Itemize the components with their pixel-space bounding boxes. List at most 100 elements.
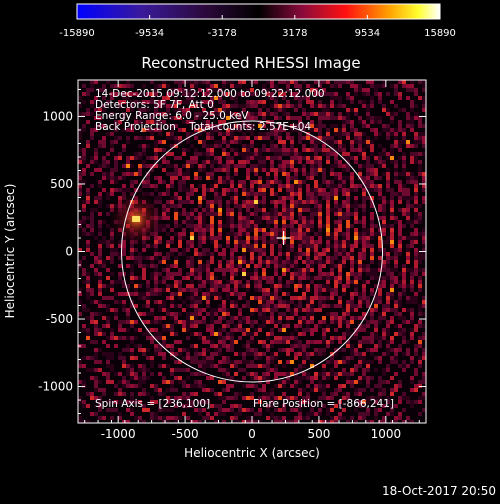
pattern-cell [82,272,86,276]
pattern-cell [202,240,206,244]
pattern-cell [362,412,366,416]
pattern-cell [178,288,182,292]
pattern-cell [258,100,262,104]
pattern-cell [390,320,394,324]
pattern-cell [338,132,342,136]
pattern-cell [214,320,218,324]
pattern-cell [410,180,414,184]
pattern-cell [170,184,174,188]
pattern-cell [178,212,182,216]
pattern-cell [406,416,410,420]
pattern-cell [174,140,178,144]
pattern-cell [186,264,190,268]
pattern-cell [362,192,366,196]
pattern-cell [110,368,114,372]
pattern-cell [174,312,178,316]
pattern-cell [314,208,318,212]
pattern-cell [242,136,246,140]
pattern-cell [234,404,238,408]
pattern-cell [170,316,174,320]
pattern-cell [98,204,102,208]
pattern-cell [342,408,346,412]
pattern-cell [266,148,270,152]
pattern-cell [318,224,322,228]
pattern-cell [174,420,178,423]
pattern-cell [370,196,374,200]
pattern-cell [322,136,326,140]
pattern-cell [90,156,94,160]
pattern-cell [406,196,410,200]
pattern-cell [234,92,238,96]
pattern-cell [206,340,210,344]
colorbar-gradient [76,3,441,20]
pattern-cell [294,304,298,308]
pattern-cell [162,380,166,384]
pattern-cell [270,104,274,108]
pattern-cell [186,240,190,244]
pattern-cell [266,232,270,236]
pattern-cell [98,200,102,204]
pattern-cell [278,124,282,128]
pattern-cell [370,216,374,220]
pattern-cell [318,304,322,308]
pattern-cell [262,320,266,324]
pattern-cell [266,256,270,260]
pattern-cell [294,260,298,264]
pattern-cell [350,184,354,188]
pattern-cell [206,292,210,296]
pattern-cell [262,352,266,356]
pattern-cell [342,120,346,124]
pattern-cell [154,388,158,392]
pattern-cell [254,112,258,116]
pattern-cell [178,312,182,316]
pattern-cell [78,136,82,140]
pattern-cell [174,116,178,120]
pattern-cell [238,112,242,116]
pattern-cell [330,312,334,316]
pattern-cell [226,144,230,148]
pattern-cell [302,156,306,160]
pattern-cell [98,276,102,280]
pattern-cell [270,308,274,312]
pattern-cell [106,380,110,384]
pattern-cell [298,344,302,348]
pattern-cell [86,420,90,423]
pattern-cell [222,140,226,144]
pattern-cell [418,284,422,288]
pattern-cell [286,260,290,264]
pattern-cell [230,376,234,380]
pattern-cell [258,264,262,268]
pattern-cell [346,120,350,124]
pattern-cell [246,420,250,423]
pattern-cell [282,228,286,232]
pattern-cell [246,396,250,400]
pattern-cell [282,104,286,108]
pattern-cell [318,200,322,204]
pattern-cell [254,308,258,312]
pattern-cell [362,176,366,180]
pattern-cell [290,280,294,284]
pattern-cell [94,256,98,260]
pattern-cell [222,84,226,88]
pattern-cell [358,236,362,240]
pattern-cell [258,316,262,320]
pattern-cell [314,196,318,200]
pattern-cell [258,280,262,284]
pattern-cell [274,168,278,172]
pattern-cell [274,420,278,423]
pattern-cell [318,220,322,224]
pattern-cell [206,376,210,380]
pattern-cell [190,300,194,304]
pattern-cell [350,172,354,176]
pattern-cell [342,316,346,320]
pattern-cell [182,120,186,124]
pattern-cell [186,396,190,400]
pattern-cell [182,392,186,396]
pattern-cell [242,316,246,320]
pattern-cell [130,412,134,416]
pattern-cell [178,136,182,140]
pattern-cell [126,128,130,132]
pattern-cell [194,252,198,256]
pattern-cell [210,312,214,316]
pattern-cell [286,252,290,256]
